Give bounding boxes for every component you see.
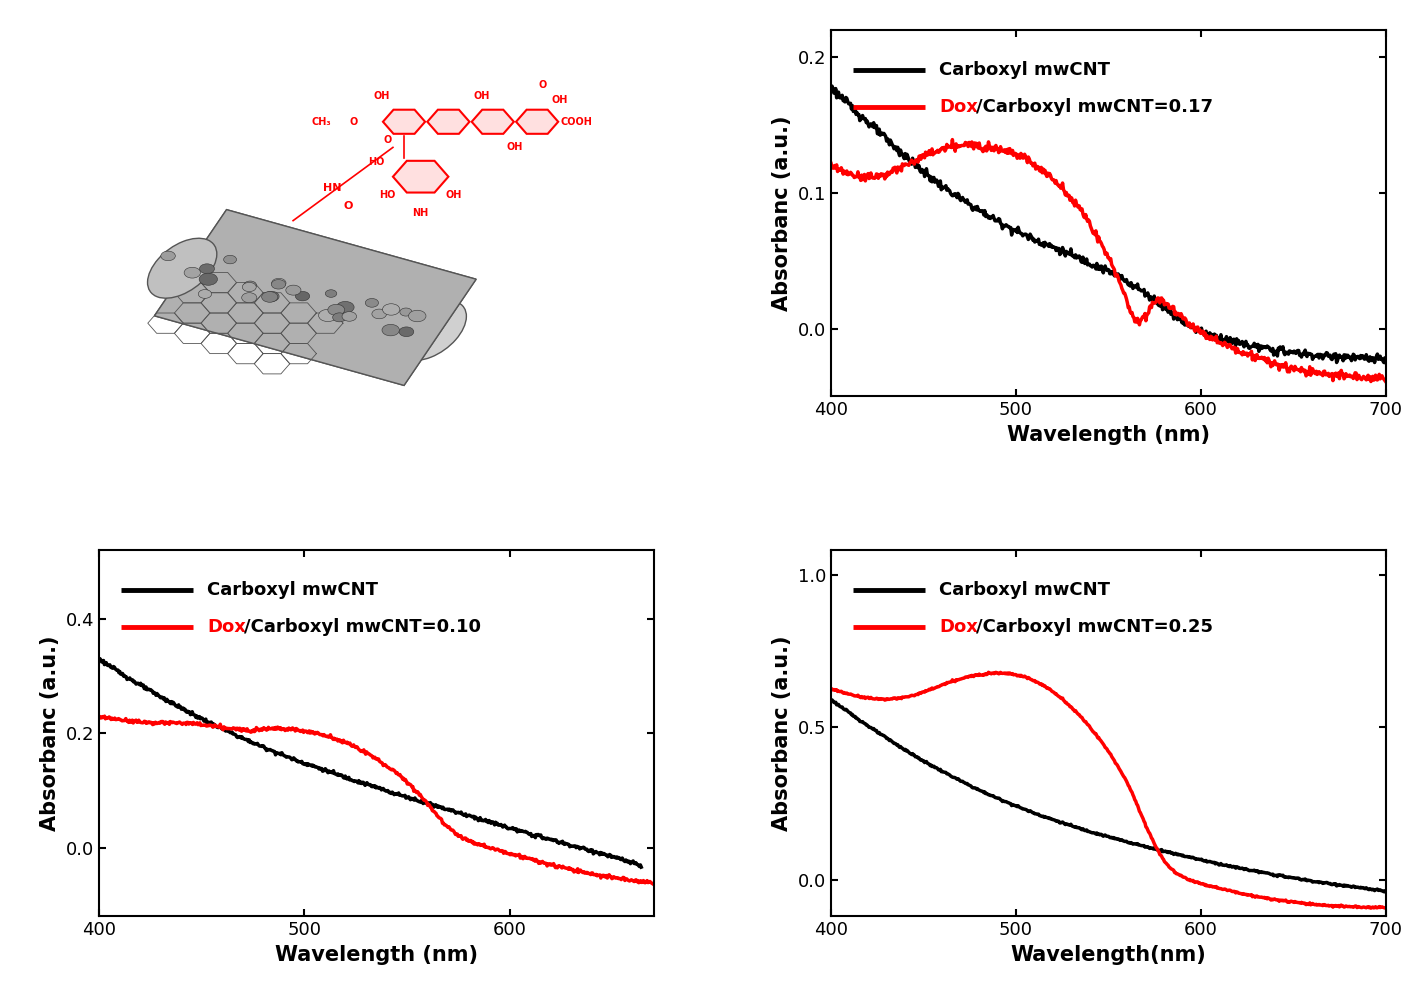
Circle shape: [325, 290, 337, 297]
Circle shape: [161, 251, 175, 261]
Text: NH: NH: [413, 208, 428, 219]
Polygon shape: [383, 110, 426, 134]
Text: Carboxyl mwCNT: Carboxyl mwCNT: [939, 581, 1110, 599]
Text: Dox: Dox: [206, 618, 246, 636]
Y-axis label: Absorbanc (a.u.): Absorbanc (a.u.): [40, 635, 59, 831]
Circle shape: [328, 304, 345, 315]
Circle shape: [223, 256, 236, 264]
Circle shape: [382, 324, 399, 336]
Text: /Carboxyl mwCNT=0.10: /Carboxyl mwCNT=0.10: [245, 618, 481, 636]
Text: Carboxyl mwCNT: Carboxyl mwCNT: [206, 581, 378, 599]
Circle shape: [198, 290, 212, 298]
Polygon shape: [154, 209, 477, 386]
Circle shape: [383, 304, 400, 315]
Text: HN: HN: [322, 182, 341, 192]
Circle shape: [271, 280, 286, 289]
Polygon shape: [427, 110, 469, 134]
Circle shape: [199, 264, 215, 274]
Circle shape: [296, 291, 310, 301]
Text: HO: HO: [379, 190, 396, 200]
Text: O: O: [344, 201, 354, 211]
X-axis label: Wavelength(nm): Wavelength(nm): [1011, 945, 1206, 965]
Circle shape: [243, 281, 256, 289]
Circle shape: [318, 309, 337, 321]
Text: HO: HO: [368, 157, 385, 167]
Text: O: O: [539, 81, 547, 91]
Polygon shape: [516, 110, 559, 134]
Text: O: O: [383, 135, 392, 145]
Circle shape: [372, 309, 386, 319]
Circle shape: [242, 293, 257, 303]
Text: Carboxyl mwCNT: Carboxyl mwCNT: [939, 61, 1110, 80]
Text: /Carboxyl mwCNT=0.17: /Carboxyl mwCNT=0.17: [977, 98, 1213, 116]
Circle shape: [263, 291, 279, 301]
Circle shape: [184, 267, 201, 278]
Circle shape: [262, 292, 277, 302]
Text: OH: OH: [474, 91, 489, 101]
Circle shape: [242, 282, 256, 292]
Text: COOH: COOH: [560, 117, 592, 127]
Circle shape: [332, 313, 346, 322]
Circle shape: [409, 310, 426, 322]
X-axis label: Wavelength (nm): Wavelength (nm): [1007, 425, 1210, 445]
Text: OH: OH: [506, 142, 523, 152]
Ellipse shape: [147, 239, 216, 298]
Polygon shape: [393, 161, 448, 192]
Ellipse shape: [397, 300, 467, 361]
Text: OH: OH: [551, 95, 567, 105]
Circle shape: [199, 273, 218, 285]
Text: Dox: Dox: [939, 618, 978, 636]
Circle shape: [365, 298, 379, 307]
Text: Dox: Dox: [939, 98, 978, 116]
Polygon shape: [472, 110, 513, 134]
Circle shape: [337, 301, 354, 313]
Text: OH: OH: [373, 91, 390, 101]
Circle shape: [271, 278, 286, 288]
Text: O: O: [351, 117, 358, 127]
Text: /Carboxyl mwCNT=0.25: /Carboxyl mwCNT=0.25: [977, 618, 1213, 636]
Y-axis label: Absorbanc (a.u.): Absorbanc (a.u.): [772, 116, 792, 311]
X-axis label: Wavelength (nm): Wavelength (nm): [274, 945, 478, 965]
Text: OH: OH: [445, 190, 462, 200]
Circle shape: [342, 311, 356, 321]
Text: CH₃: CH₃: [311, 117, 331, 127]
Circle shape: [400, 308, 411, 316]
Circle shape: [286, 285, 301, 295]
Y-axis label: Absorbanc (a.u.): Absorbanc (a.u.): [772, 635, 792, 831]
Circle shape: [399, 327, 414, 336]
